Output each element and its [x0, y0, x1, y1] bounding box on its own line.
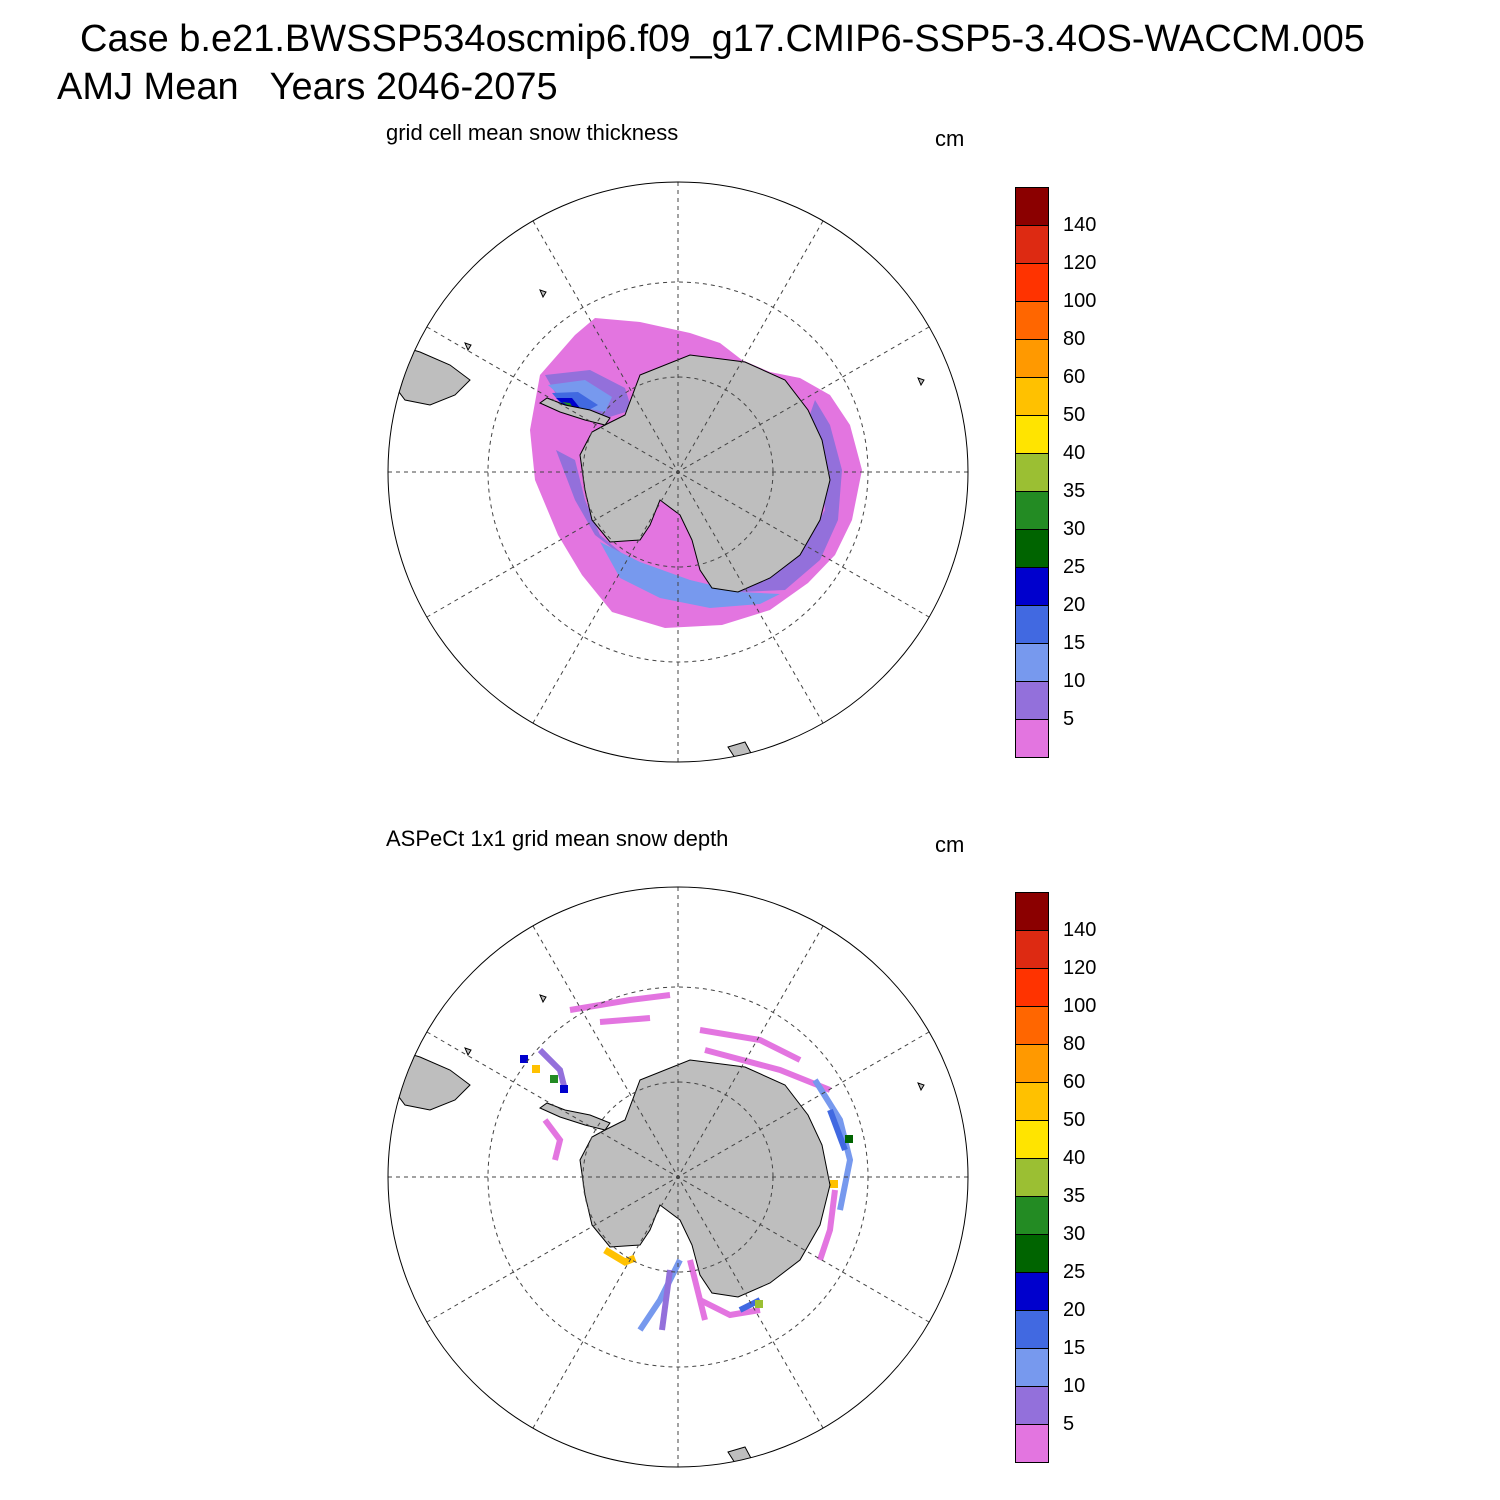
colorbar-label: 5: [1063, 708, 1075, 730]
colorbar-label: 140: [1063, 919, 1097, 941]
colorbar-box: [1015, 377, 1049, 416]
colorbar-label: 30: [1063, 518, 1086, 540]
colorbar-box: [1015, 605, 1049, 644]
panel2-title: ASPeCt 1x1 grid mean snow depth: [386, 826, 729, 851]
graticule-panel2: [388, 887, 968, 1467]
obs-points: [520, 1055, 853, 1308]
colorbar-label: 50: [1063, 1109, 1086, 1131]
colorbar-box: [1015, 225, 1049, 264]
colorbar-box: [1015, 529, 1049, 568]
colorbar-label: 20: [1063, 1299, 1086, 1321]
colorbar-box: [1015, 643, 1049, 682]
colorbar-label: 25: [1063, 556, 1086, 578]
colorbar-label: 15: [1063, 632, 1086, 654]
map-boundary-panel1: [387, 181, 969, 763]
colorbar-label: 20: [1063, 594, 1086, 616]
figure-title-period: AMJ Mean Years 2046-2075: [57, 66, 558, 108]
colorbar-box: [1015, 681, 1049, 720]
colorbar-label: 100: [1063, 995, 1097, 1017]
colorbar-box: [1015, 968, 1049, 1007]
colorbar-box: [1015, 453, 1049, 492]
colorbar-box: [1015, 491, 1049, 530]
south-america-land: [388, 339, 471, 406]
colorbar-label: 100: [1063, 290, 1097, 312]
islands-2: [464, 994, 925, 1464]
figure-title-case: Case b.e21.BWSSP534oscmip6.f09_g17.CMIP6…: [80, 18, 1365, 60]
map-boundary-panel2: [387, 886, 969, 1468]
colorbar-box: [1015, 567, 1049, 606]
colorbar-box: [1015, 1310, 1049, 1349]
colorbar-box: [1015, 415, 1049, 454]
colorbar-box: [1015, 1006, 1049, 1045]
colorbar-box: [1015, 1348, 1049, 1387]
colorbar-box: [1015, 1272, 1049, 1311]
colorbar-box: [1015, 1196, 1049, 1235]
colorbar-box: [1015, 1120, 1049, 1159]
colorbar-box: [1015, 1234, 1049, 1273]
colorbar-label: 120: [1063, 252, 1097, 274]
colorbar-label: 60: [1063, 366, 1086, 388]
colorbar-label: 25: [1063, 1261, 1086, 1283]
colorbar-box: [1015, 1044, 1049, 1083]
snow-field-15cm: [548, 380, 780, 608]
colorbar-label: 40: [1063, 442, 1086, 464]
colorbar-label: 80: [1063, 1033, 1086, 1055]
colorbar-box: [1015, 892, 1049, 931]
colorbar-label: 35: [1063, 1185, 1086, 1207]
colorbar-label: 10: [1063, 1375, 1086, 1397]
obs-tracks: [537, 992, 854, 1332]
colorbar-label: 120: [1063, 957, 1097, 979]
antarctic-peninsula: [539, 397, 611, 426]
panel2-units: cm: [935, 832, 965, 857]
antarctic-peninsula-2: [539, 1102, 611, 1131]
colorbar-box: [1015, 1158, 1049, 1197]
graticule-panel1: [388, 182, 968, 762]
islands: [464, 289, 925, 759]
colorbar-label: 50: [1063, 404, 1086, 426]
colorbar-label: 40: [1063, 1147, 1086, 1169]
colorbar-box: [1015, 719, 1049, 758]
colorbar-label: 140: [1063, 214, 1097, 236]
map-panel-model: [388, 289, 925, 759]
colorbar-label: 5: [1063, 1413, 1075, 1435]
panel1-units: cm: [935, 126, 965, 151]
map-panel-aspect: [388, 992, 925, 1464]
colorbar-box: [1015, 930, 1049, 969]
colorbar-box: [1015, 1386, 1049, 1425]
colorbar-label: 35: [1063, 480, 1086, 502]
colorbar-box: [1015, 1082, 1049, 1121]
colorbar-box: [1015, 339, 1049, 378]
panel1-title: grid cell mean snow thickness: [386, 120, 679, 145]
colorbar-box: [1015, 1424, 1049, 1463]
colorbar-label: 15: [1063, 1337, 1086, 1359]
colorbar-label: 30: [1063, 1223, 1086, 1245]
colorbar-label: 80: [1063, 328, 1086, 350]
colorbar-label: 60: [1063, 1071, 1086, 1093]
south-america-land-2: [388, 1044, 471, 1111]
colorbar-box: [1015, 301, 1049, 340]
colorbar-label: 10: [1063, 670, 1086, 692]
colorbar-box: [1015, 263, 1049, 302]
colorbar-box: [1015, 187, 1049, 226]
